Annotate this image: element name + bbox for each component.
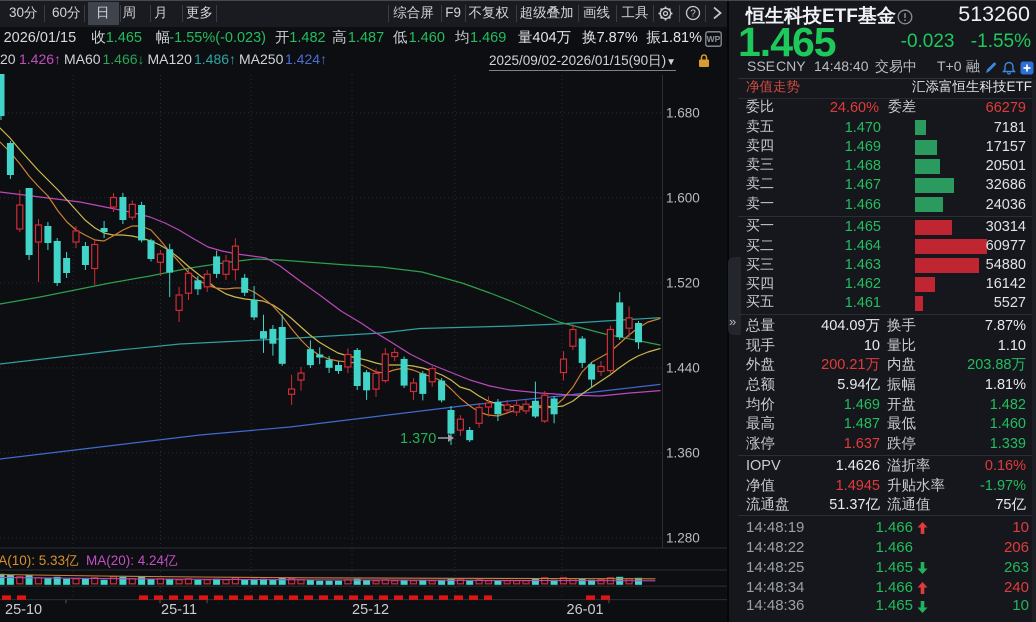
svg-text:?: ?: [690, 8, 696, 19]
svg-text:MA(10): 5.33亿: MA(10): 5.33亿: [0, 553, 79, 570]
svg-text:1.280: 1.280: [666, 531, 700, 548]
svg-text:1.440: 1.440: [666, 360, 700, 377]
svg-text:1.680: 1.680: [666, 105, 700, 122]
svg-text:MA(20): 4.24亿: MA(20): 4.24亿: [86, 553, 178, 570]
svg-text:1.600: 1.600: [666, 190, 700, 207]
svg-text:25-10: 25-10: [5, 601, 42, 619]
svg-text:WP: WP: [707, 34, 721, 44]
svg-text:1.520: 1.520: [666, 275, 700, 292]
svg-text:25-12: 25-12: [352, 601, 389, 619]
svg-text:26-01: 26-01: [567, 601, 604, 619]
svg-text:1.360: 1.360: [666, 445, 700, 462]
svg-text:1.370: 1.370: [400, 430, 436, 448]
svg-text:25-11: 25-11: [161, 601, 197, 619]
